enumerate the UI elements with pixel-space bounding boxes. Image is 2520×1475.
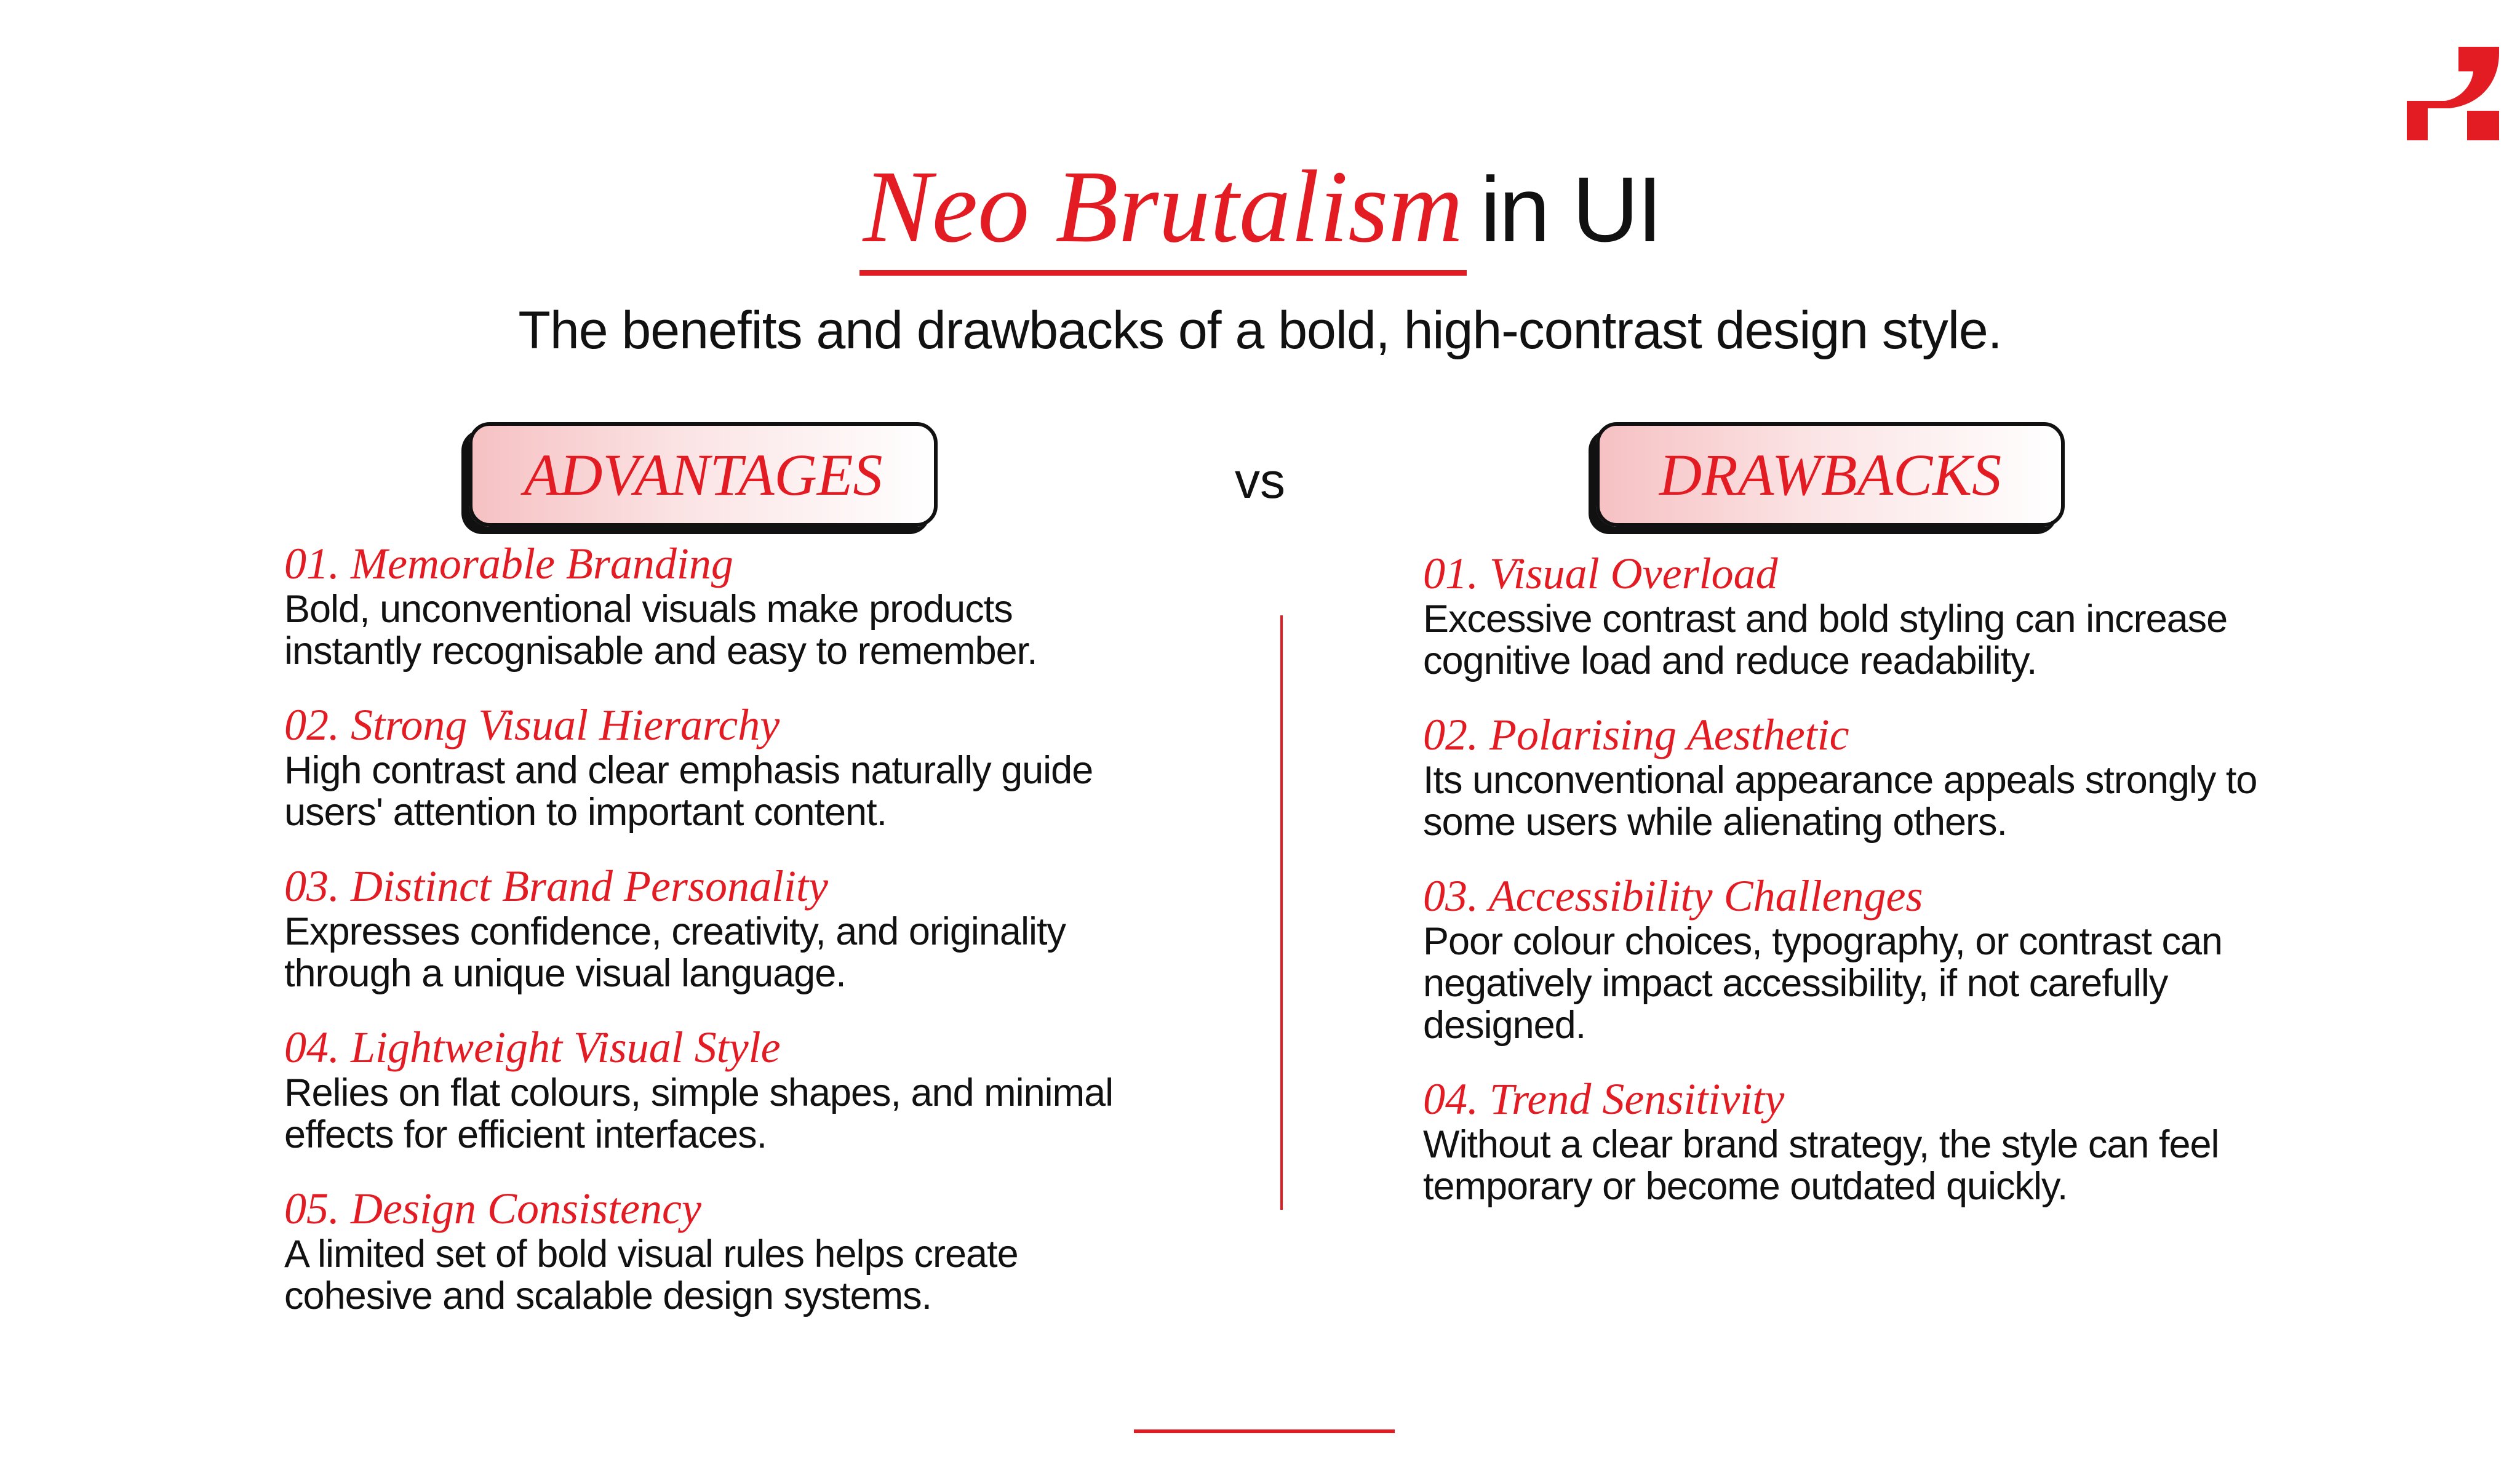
drawback-body: Its unconventional appearance appeals st… <box>1423 759 2257 844</box>
drawback-title: 02. Polarising Aesthetic <box>1423 710 1849 759</box>
drawback-item: 04. Trend Sensitivity Without a clear br… <box>1423 1077 2284 1207</box>
drawback-title: 04. Trend Sensitivity <box>1423 1074 1785 1124</box>
advantage-item: 04. Lightweight Visual Style Relies on f… <box>284 1025 1146 1156</box>
drawback-item: 01. Visual Overload Excessive contrast a… <box>1423 551 2284 682</box>
page-title: Neo Brutalism in UI <box>0 148 2520 276</box>
drawback-body: Without a clear brand strategy, the styl… <box>1423 1123 2220 1208</box>
drawback-item: 03. Accessibility Challenges Poor colour… <box>1423 874 2284 1046</box>
advantage-body: A limited set of bold visual rules helps… <box>284 1233 1019 1317</box>
advantage-title: 05. Design Consistency <box>284 1184 701 1233</box>
brand-logo-icon <box>2407 47 2499 140</box>
advantages-list: 01. Memorable Branding Bold, unconventio… <box>284 542 1146 1317</box>
vs-label: vs <box>1235 453 1285 509</box>
advantage-item: 02. Strong Visual Hierarchy High contras… <box>284 703 1146 833</box>
advantage-body: Bold, unconventional visuals make produc… <box>284 588 1038 673</box>
drawback-title: 01. Visual Overload <box>1423 549 1778 598</box>
advantage-title: 01. Memorable Branding <box>284 539 733 588</box>
drawback-body: Poor colour choices, typography, or cont… <box>1423 920 2223 1047</box>
advantage-title: 04. Lightweight Visual Style <box>284 1023 781 1072</box>
advantage-body: High contrast and clear emphasis natural… <box>284 749 1093 834</box>
drawbacks-heading: DRAWBACKS <box>1596 422 2065 527</box>
advantage-body: Relies on flat colours, simple shapes, a… <box>284 1071 1114 1156</box>
advantage-item: 01. Memorable Branding Bold, unconventio… <box>284 542 1146 672</box>
drawback-item: 02. Polarising Aesthetic Its unconventio… <box>1423 713 2284 843</box>
advantage-item: 03. Distinct Brand Personality Expresses… <box>284 864 1146 994</box>
advantage-title: 02. Strong Visual Hierarchy <box>284 700 780 749</box>
advantages-heading: ADVANTAGES <box>469 422 938 527</box>
subtitle: The benefits and drawbacks of a bold, hi… <box>518 301 2002 360</box>
advantage-body: Expresses confidence, creativity, and or… <box>284 910 1066 995</box>
advantage-item: 05. Design Consistency A limited set of … <box>284 1186 1146 1317</box>
drawback-body: Excessive contrast and bold styling can … <box>1423 598 2228 682</box>
drawbacks-list: 01. Visual Overload Excessive contrast a… <box>1423 551 2284 1207</box>
vertical-divider <box>1280 615 1283 1210</box>
title-rest: in UI <box>1480 158 1662 261</box>
bottom-divider <box>1134 1429 1395 1433</box>
title-accent: Neo Brutalism <box>859 148 1467 276</box>
advantage-title: 03. Distinct Brand Personality <box>284 861 828 911</box>
drawback-title: 03. Accessibility Challenges <box>1423 871 1923 921</box>
